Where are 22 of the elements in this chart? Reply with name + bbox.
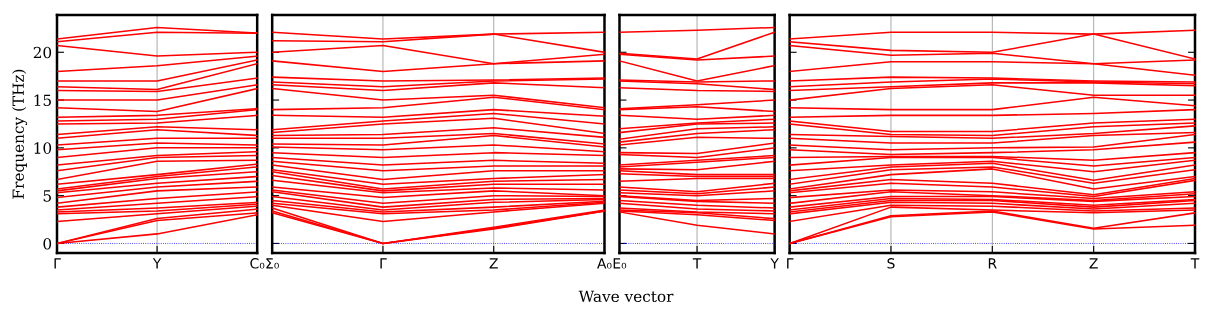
x-tick-label: S: [887, 258, 895, 269]
x-tick-label: C₀: [250, 258, 265, 269]
x-tick-label: R: [988, 258, 997, 269]
y-tick-label: 10: [34, 142, 52, 154]
y-tick-label: 15: [34, 94, 51, 107]
x-tick-label: Γ: [787, 258, 794, 269]
x-tick-label: Z: [1089, 258, 1098, 269]
x-axis-title: Wave vector: [578, 290, 674, 303]
x-tick-label: T: [1190, 258, 1200, 269]
x-tick-label: T: [692, 258, 702, 269]
x-tick-label: Σ₀: [266, 258, 279, 269]
y-tick-label: 5: [43, 190, 51, 202]
x-tick-label: Γ: [54, 258, 61, 269]
x-tick-label: E₀: [613, 258, 627, 269]
x-tick-label: Y: [770, 258, 779, 269]
x-tick-label: Y: [152, 258, 162, 269]
x-tick-label: A₀: [597, 258, 612, 269]
x-tick-label: Γ: [380, 258, 387, 269]
y-axis-title: Frequency (THz): [12, 69, 28, 199]
y-tick-label: 0: [43, 237, 52, 250]
y-tick-label: 20: [33, 46, 52, 59]
x-tick-label: Z: [489, 258, 498, 269]
